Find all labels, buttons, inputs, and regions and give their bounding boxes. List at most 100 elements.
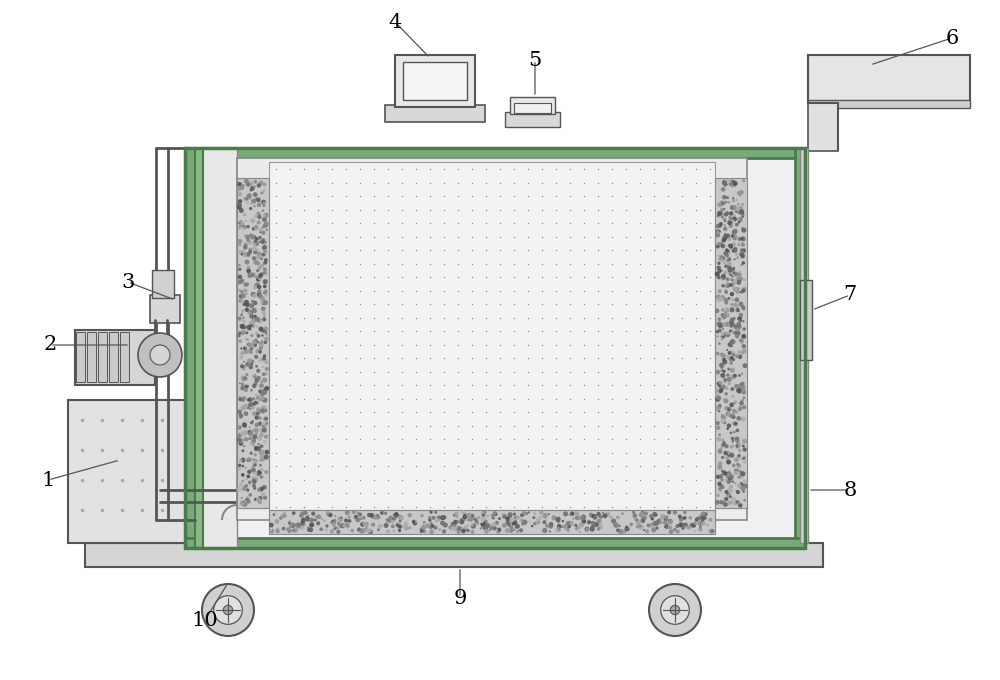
Point — [719, 352, 735, 362]
Point — [722, 347, 738, 358]
Point — [247, 257, 263, 268]
Point — [251, 394, 267, 405]
Point — [247, 279, 263, 290]
Point — [232, 394, 248, 405]
Point — [735, 453, 751, 464]
Text: 9: 9 — [453, 588, 467, 607]
Point — [458, 522, 474, 532]
Point — [659, 512, 675, 523]
Point — [727, 178, 743, 189]
Point — [236, 277, 252, 288]
Point — [563, 518, 579, 529]
Point — [723, 320, 739, 331]
Point — [531, 517, 547, 528]
Point — [593, 517, 609, 528]
Point — [709, 326, 725, 337]
Point — [720, 254, 736, 265]
Point — [408, 517, 424, 528]
Point — [335, 520, 351, 531]
Point — [233, 291, 249, 302]
Point — [717, 233, 733, 243]
Point — [724, 289, 740, 300]
Point — [303, 514, 319, 525]
Point — [255, 392, 271, 403]
Point — [728, 465, 744, 476]
Point — [232, 285, 248, 296]
Point — [232, 179, 248, 190]
Point — [734, 206, 750, 217]
Point — [713, 360, 729, 371]
Point — [733, 479, 749, 490]
Point — [715, 412, 731, 423]
Point — [710, 471, 726, 482]
Point — [256, 314, 272, 325]
Point — [723, 492, 739, 503]
Point — [717, 209, 733, 220]
Point — [521, 507, 537, 517]
Point — [257, 337, 273, 347]
Point — [475, 510, 491, 521]
Point — [445, 523, 461, 534]
Point — [254, 260, 270, 271]
Point — [734, 398, 750, 409]
Point — [727, 201, 743, 211]
Point — [467, 514, 483, 525]
Point — [732, 445, 748, 456]
Point — [257, 179, 273, 190]
Point — [448, 509, 464, 520]
Point — [724, 399, 740, 410]
Point — [474, 519, 490, 530]
Point — [241, 322, 257, 333]
Point — [712, 445, 728, 456]
Point — [252, 496, 268, 507]
Point — [716, 319, 732, 330]
Point — [258, 268, 274, 279]
Point — [726, 350, 742, 360]
Point — [253, 377, 269, 388]
Point — [249, 328, 265, 339]
Point — [250, 288, 266, 299]
Point — [250, 265, 266, 276]
Point — [310, 518, 326, 529]
Point — [392, 521, 408, 532]
Point — [243, 320, 259, 331]
Point — [235, 469, 251, 480]
Point — [416, 517, 432, 528]
Point — [732, 347, 748, 358]
Point — [717, 229, 733, 240]
Point — [726, 411, 742, 422]
Bar — [87, 332, 96, 382]
Point — [256, 307, 272, 318]
Point — [730, 437, 746, 447]
Point — [619, 524, 635, 534]
Point — [480, 520, 496, 530]
Point — [515, 518, 531, 529]
Point — [232, 222, 248, 233]
Point — [734, 247, 750, 258]
Point — [250, 345, 266, 356]
Point — [235, 290, 251, 301]
Point — [253, 430, 269, 441]
Point — [716, 328, 732, 339]
Point — [687, 526, 703, 537]
Point — [586, 518, 602, 529]
Point — [251, 217, 267, 228]
Point — [239, 256, 255, 267]
Point — [255, 235, 271, 245]
Point — [736, 346, 752, 357]
Point — [719, 256, 735, 267]
Point — [314, 513, 330, 524]
Point — [703, 526, 719, 537]
Point — [726, 405, 742, 416]
Point — [244, 183, 260, 194]
Point — [731, 481, 747, 492]
Point — [308, 511, 324, 522]
Point — [240, 334, 256, 345]
Point — [238, 334, 254, 345]
Point — [253, 341, 269, 352]
Point — [733, 260, 749, 271]
Point — [721, 252, 737, 263]
Point — [339, 507, 355, 518]
Point — [718, 475, 734, 486]
Point — [250, 392, 266, 403]
